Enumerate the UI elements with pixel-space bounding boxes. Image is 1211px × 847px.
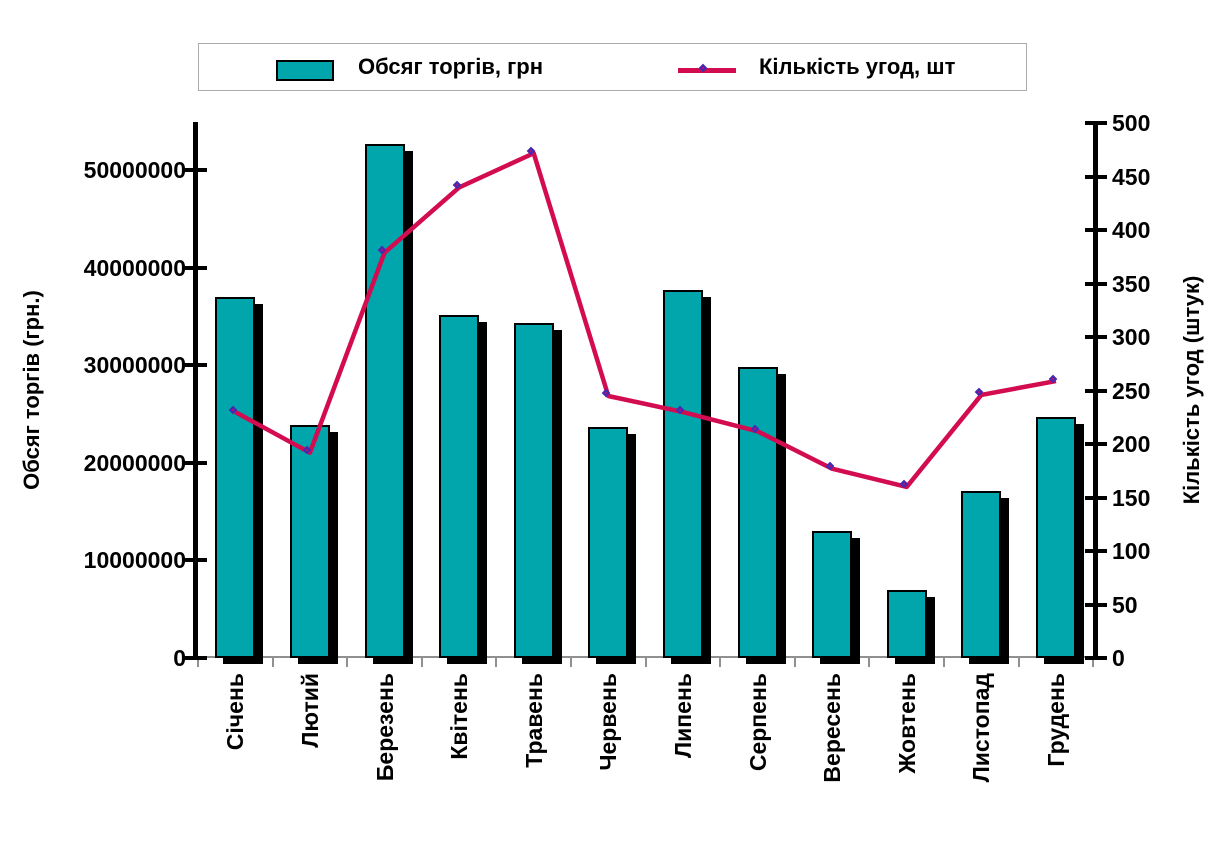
left-axis-tick-label: 50000000 <box>83 157 186 183</box>
x-axis-label-Квітень: Квітень <box>446 673 473 760</box>
right-axis-tick-label: 350 <box>1112 270 1151 297</box>
right-axis-tick-label: 50 <box>1112 591 1138 618</box>
line-path <box>234 150 1057 490</box>
x-axis-label-Грудень: Грудень <box>1042 673 1069 767</box>
left-axis-tick <box>184 460 207 465</box>
right-axis-tick <box>1084 549 1107 554</box>
legend-bar-swatch-icon <box>276 60 334 81</box>
x-axis-label-Липень: Липень <box>669 673 696 758</box>
right-axis-tick <box>1084 388 1107 393</box>
x-axis-label-Листопад: Листопад <box>968 673 995 783</box>
x-axis-tick <box>1092 656 1095 667</box>
left-axis-tick-label: 20000000 <box>83 449 186 476</box>
bar-Квітень <box>439 315 480 658</box>
legend-label-bars: Обсяг торгів, грн <box>358 54 544 79</box>
left-axis-tick <box>184 265 207 270</box>
right-axis-tick <box>1084 495 1107 500</box>
x-axis-tick <box>495 656 498 667</box>
right-axis-tick <box>1084 656 1107 660</box>
right-axis-tick-label: 450 <box>1112 163 1151 190</box>
right-axis-tick <box>1084 228 1107 233</box>
right-axis-tick <box>1084 442 1107 447</box>
x-axis-tick <box>719 656 722 667</box>
x-axis-tick <box>644 656 647 667</box>
x-axis-tick <box>197 656 199 667</box>
x-axis-label-Лютий: Лютий <box>296 673 323 748</box>
legend-line-sample-icon <box>678 68 736 73</box>
right-axis-tick <box>1084 335 1107 340</box>
left-axis-line <box>193 122 198 660</box>
right-axis-tick <box>1084 602 1107 607</box>
x-axis-tick <box>346 656 349 667</box>
left-axis-tick <box>184 168 207 172</box>
x-axis-tick <box>420 656 423 667</box>
data-point-Вересень <box>825 461 834 471</box>
left-axis-tick-label: 10000000 <box>83 547 186 574</box>
x-axis-tick <box>570 656 572 667</box>
x-axis-label-Березень: Березень <box>371 673 398 782</box>
x-axis-label-Вересень: Вересень <box>819 673 846 783</box>
left-axis-title: Обсяг торгів (грн.) <box>19 290 44 490</box>
left-axis-tick <box>184 558 207 563</box>
bar-Лютий <box>289 424 330 658</box>
x-axis-label-Червень: Червень <box>595 673 622 771</box>
x-axis-label-Січень: Січень <box>222 673 249 751</box>
right-axis-tick-label: 200 <box>1112 431 1151 458</box>
right-axis-tick-label: 0 <box>1112 645 1125 671</box>
bar-Січень <box>215 296 256 658</box>
x-axis-tick <box>793 656 796 667</box>
right-axis-tick <box>1084 174 1107 179</box>
left-axis-tick <box>184 656 207 660</box>
right-axis-tick-label: 500 <box>1112 110 1151 137</box>
right-axis-tick-label: 300 <box>1112 324 1151 351</box>
bar-Березень <box>364 143 405 658</box>
data-point-Квітень <box>452 180 461 190</box>
bar-Грудень <box>1035 416 1076 658</box>
x-axis-label-Травень: Травень <box>520 673 547 768</box>
left-axis-tick <box>184 363 207 368</box>
data-point-Травень <box>526 146 536 155</box>
legend: Обсяг торгів, грн Кількість угод, шт <box>198 43 1027 91</box>
x-axis-label-Жовтень: Жовтень <box>893 673 920 774</box>
left-axis-tick-label: 30000000 <box>83 352 186 379</box>
x-axis-line <box>196 656 1100 658</box>
data-point-Грудень <box>1049 374 1058 383</box>
x-axis-tick <box>271 656 274 667</box>
bar-Серпень <box>737 367 778 658</box>
bar-Червень <box>588 426 629 658</box>
bar-Вересень <box>812 531 853 658</box>
x-axis-tick <box>868 656 871 667</box>
right-axis-tick-label: 100 <box>1112 538 1151 565</box>
left-axis-tick-label: 0 <box>173 645 186 671</box>
x-axis-tick <box>1017 656 1020 667</box>
left-axis-tick-label: 40000000 <box>83 254 186 281</box>
bar-Жовтень <box>886 589 927 658</box>
right-axis-tick-label: 250 <box>1112 377 1151 404</box>
bar-Травень <box>513 323 554 658</box>
x-axis-label-Серпень: Серпень <box>744 673 771 772</box>
data-point-Листопад <box>974 388 984 397</box>
right-axis-tick-label: 400 <box>1112 217 1151 244</box>
legend-label-line: Кількість угод, шт <box>759 54 956 79</box>
bar-Липень <box>662 290 703 658</box>
right-axis-tick <box>1084 281 1107 286</box>
x-axis-tick <box>943 656 945 667</box>
data-point-Червень <box>601 389 611 398</box>
data-point-Жовтень <box>899 480 909 489</box>
bar-Листопад <box>961 491 1002 658</box>
right-axis-tick <box>1084 121 1107 126</box>
right-axis-tick-label: 150 <box>1112 484 1151 511</box>
